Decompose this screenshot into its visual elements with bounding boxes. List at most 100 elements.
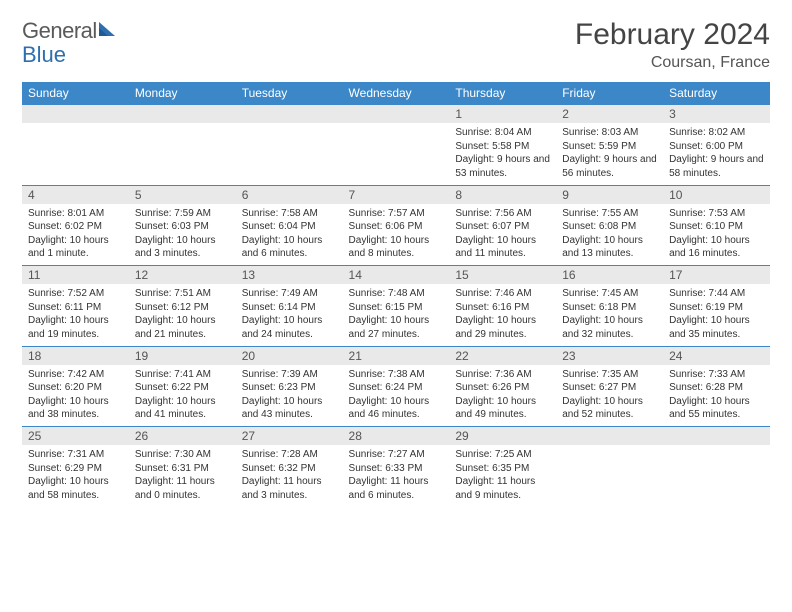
day-number bbox=[663, 427, 770, 446]
brand-word1: General bbox=[22, 18, 97, 44]
sunrise-text: Sunrise: 7:35 AM bbox=[562, 368, 657, 382]
sunrise-text: Sunrise: 8:01 AM bbox=[28, 207, 123, 221]
col-tue: Tuesday bbox=[236, 82, 343, 105]
daylight-text: Daylight: 9 hours and 58 minutes. bbox=[669, 153, 764, 180]
sunset-text: Sunset: 6:00 PM bbox=[669, 140, 764, 154]
daynum-row: 2526272829 bbox=[22, 427, 770, 446]
content-row: Sunrise: 7:31 AMSunset: 6:29 PMDaylight:… bbox=[22, 445, 770, 507]
day-cell: Sunrise: 7:53 AMSunset: 6:10 PMDaylight:… bbox=[663, 204, 770, 266]
day-number: 8 bbox=[449, 185, 556, 204]
sunset-text: Sunset: 6:35 PM bbox=[455, 462, 550, 476]
day-cell: Sunrise: 7:31 AMSunset: 6:29 PMDaylight:… bbox=[22, 445, 129, 507]
sunset-text: Sunset: 6:32 PM bbox=[242, 462, 337, 476]
daylight-text: Daylight: 10 hours and 35 minutes. bbox=[669, 314, 764, 341]
sunrise-text: Sunrise: 7:33 AM bbox=[669, 368, 764, 382]
daylight-text: Daylight: 10 hours and 43 minutes. bbox=[242, 395, 337, 422]
col-sun: Sunday bbox=[22, 82, 129, 105]
day-cell bbox=[663, 445, 770, 507]
content-row: Sunrise: 8:01 AMSunset: 6:02 PM Daylight:… bbox=[22, 204, 770, 266]
day-number: 16 bbox=[556, 266, 663, 285]
day-cell: Sunrise: 7:38 AMSunset: 6:24 PMDaylight:… bbox=[343, 365, 450, 427]
day-cell: Sunrise: 7:48 AMSunset: 6:15 PMDaylight:… bbox=[343, 284, 450, 346]
sunrise-text: Sunrise: 7:52 AM bbox=[28, 287, 123, 301]
day-number: 1 bbox=[449, 105, 556, 124]
daynum-row: 123 bbox=[22, 105, 770, 124]
daylight-text: Daylight: 10 hours and 58 minutes. bbox=[28, 475, 123, 502]
day-number: 28 bbox=[343, 427, 450, 446]
sunrise-text: Sunrise: 8:02 AM bbox=[669, 126, 764, 140]
sunset-text: Sunset: 6:24 PM bbox=[349, 381, 444, 395]
day-number bbox=[556, 427, 663, 446]
day-number: 27 bbox=[236, 427, 343, 446]
sunrise-text: Sunrise: 7:36 AM bbox=[455, 368, 550, 382]
day-cell: Sunrise: 7:35 AMSunset: 6:27 PMDaylight:… bbox=[556, 365, 663, 427]
daynum-row: 11121314151617 bbox=[22, 266, 770, 285]
sunrise-text: Sunrise: 7:53 AM bbox=[669, 207, 764, 221]
day-number: 26 bbox=[129, 427, 236, 446]
day-number: 24 bbox=[663, 346, 770, 365]
sunset-text: Sunset: 6:22 PM bbox=[135, 381, 230, 395]
daylight-text: Daylight: 11 hours and 3 minutes. bbox=[242, 475, 337, 502]
sunset-text: Sunset: 6:02 PM bbox=[28, 220, 123, 234]
daylight-text: Daylight: 9 hours and 53 minutes. bbox=[455, 153, 550, 180]
sunset-text: Sunset: 6:03 PM bbox=[135, 220, 230, 234]
sunset-text: Sunset: 6:04 PM bbox=[242, 220, 337, 234]
sunrise-text: Sunrise: 7:42 AM bbox=[28, 368, 123, 382]
daylight-text: Daylight: 10 hours and 55 minutes. bbox=[669, 395, 764, 422]
day-cell bbox=[343, 123, 450, 185]
sunset-text: Sunset: 6:08 PM bbox=[562, 220, 657, 234]
sunset-text: Sunset: 6:16 PM bbox=[455, 301, 550, 315]
daylight-text: Daylight: 10 hours and 38 minutes. bbox=[28, 395, 123, 422]
daylight-text: Daylight: 10 hours and 21 minutes. bbox=[135, 314, 230, 341]
sunrise-text: Sunrise: 7:25 AM bbox=[455, 448, 550, 462]
day-cell: Sunrise: 7:33 AMSunset: 6:28 PMDaylight:… bbox=[663, 365, 770, 427]
sunset-text: Sunset: 6:26 PM bbox=[455, 381, 550, 395]
sunset-text: Sunset: 5:58 PM bbox=[455, 140, 550, 154]
sunset-text: Sunset: 6:28 PM bbox=[669, 381, 764, 395]
content-row: Sunrise: 7:42 AMSunset: 6:20 PMDaylight:… bbox=[22, 365, 770, 427]
sunset-text: Sunset: 6:15 PM bbox=[349, 301, 444, 315]
sunset-text: Sunset: 5:59 PM bbox=[562, 140, 657, 154]
daylight-text: Daylight: 10 hours and 32 minutes. bbox=[562, 314, 657, 341]
daynum-row: 18192021222324 bbox=[22, 346, 770, 365]
day-number: 18 bbox=[22, 346, 129, 365]
day-number: 17 bbox=[663, 266, 770, 285]
sunset-text: Sunset: 6:18 PM bbox=[562, 301, 657, 315]
day-cell: Sunrise: 7:45 AMSunset: 6:18 PMDaylight:… bbox=[556, 284, 663, 346]
daylight-text: Daylight: 10 hours and 24 minutes. bbox=[242, 314, 337, 341]
daylight-text: Daylight: 11 hours and 9 minutes. bbox=[455, 475, 550, 502]
day-header-row: Sunday Monday Tuesday Wednesday Thursday… bbox=[22, 82, 770, 105]
sunrise-text: Sunrise: 7:28 AM bbox=[242, 448, 337, 462]
day-cell: Sunrise: 8:02 AMSunset: 6:00 PMDaylight:… bbox=[663, 123, 770, 185]
daylight-text: Daylight: 10 hours and 49 minutes. bbox=[455, 395, 550, 422]
sunrise-text: Sunrise: 7:39 AM bbox=[242, 368, 337, 382]
day-cell: Sunrise: 7:41 AMSunset: 6:22 PMDaylight:… bbox=[129, 365, 236, 427]
day-number: 21 bbox=[343, 346, 450, 365]
day-number: 2 bbox=[556, 105, 663, 124]
day-cell: Sunrise: 7:49 AMSunset: 6:14 PMDaylight:… bbox=[236, 284, 343, 346]
sunrise-text: Sunrise: 7:56 AM bbox=[455, 207, 550, 221]
sunset-text: Sunset: 6:14 PM bbox=[242, 301, 337, 315]
daylight-text: Daylight: 10 hours and 11 minutes. bbox=[455, 234, 550, 261]
sunset-text: Sunset: 6:33 PM bbox=[349, 462, 444, 476]
day-number: 20 bbox=[236, 346, 343, 365]
sunrise-text: Sunrise: 7:46 AM bbox=[455, 287, 550, 301]
day-cell: Sunrise: 7:42 AMSunset: 6:20 PMDaylight:… bbox=[22, 365, 129, 427]
day-number: 5 bbox=[129, 185, 236, 204]
day-number: 10 bbox=[663, 185, 770, 204]
day-number: 15 bbox=[449, 266, 556, 285]
sunset-text: Sunset: 6:20 PM bbox=[28, 381, 123, 395]
day-cell: Sunrise: 7:39 AMSunset: 6:23 PMDaylight:… bbox=[236, 365, 343, 427]
location-label: Coursan, France bbox=[575, 54, 770, 72]
day-cell: Sunrise: 7:25 AMSunset: 6:35 PMDaylight:… bbox=[449, 445, 556, 507]
col-mon: Monday bbox=[129, 82, 236, 105]
sunrise-text: Sunrise: 7:55 AM bbox=[562, 207, 657, 221]
sunset-text: Sunset: 6:11 PM bbox=[28, 301, 123, 315]
calendar-grid: Sunday Monday Tuesday Wednesday Thursday… bbox=[22, 82, 770, 507]
month-title: February 2024 bbox=[575, 18, 770, 52]
day-number: 9 bbox=[556, 185, 663, 204]
sunrise-text: Sunrise: 7:59 AM bbox=[135, 207, 230, 221]
day-number: 3 bbox=[663, 105, 770, 124]
day-number: 23 bbox=[556, 346, 663, 365]
day-number bbox=[22, 105, 129, 124]
